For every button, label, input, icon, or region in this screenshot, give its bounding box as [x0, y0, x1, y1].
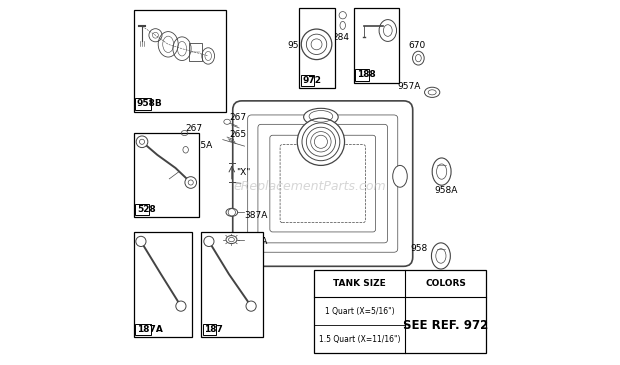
- Bar: [314, 270, 486, 353]
- Circle shape: [204, 236, 214, 246]
- Bar: [203, 324, 216, 335]
- Bar: [135, 98, 151, 110]
- Text: COLORS: COLORS: [425, 279, 466, 288]
- Circle shape: [136, 236, 146, 246]
- FancyBboxPatch shape: [232, 101, 413, 266]
- Circle shape: [306, 127, 335, 156]
- Text: eReplacementParts.com: eReplacementParts.com: [234, 180, 386, 193]
- Text: 972: 972: [303, 76, 321, 85]
- Ellipse shape: [432, 158, 451, 185]
- Ellipse shape: [425, 87, 440, 97]
- Text: 601: 601: [154, 291, 169, 300]
- Text: 265A: 265A: [189, 141, 212, 150]
- Circle shape: [136, 136, 148, 147]
- Text: 958B: 958B: [137, 99, 162, 108]
- Circle shape: [311, 132, 331, 152]
- Circle shape: [246, 301, 256, 311]
- Text: 601A: 601A: [164, 180, 184, 189]
- Bar: [301, 74, 314, 86]
- Circle shape: [314, 135, 327, 148]
- Text: 284: 284: [332, 32, 350, 42]
- Text: 601: 601: [223, 291, 238, 300]
- Ellipse shape: [432, 243, 450, 269]
- Ellipse shape: [412, 51, 424, 65]
- Text: 1.5 Quart (X=11/16"): 1.5 Quart (X=11/16"): [319, 335, 400, 344]
- Bar: [134, 10, 226, 112]
- Text: TANK SIZE: TANK SIZE: [333, 279, 386, 288]
- Ellipse shape: [226, 235, 237, 243]
- Circle shape: [301, 29, 332, 59]
- Bar: [134, 231, 192, 337]
- Text: 957: 957: [287, 41, 304, 50]
- Ellipse shape: [392, 165, 407, 187]
- Circle shape: [302, 123, 340, 161]
- Text: 265: 265: [229, 130, 246, 139]
- Text: 958A: 958A: [435, 186, 458, 195]
- Ellipse shape: [304, 108, 338, 126]
- Text: 957A: 957A: [397, 82, 420, 91]
- Text: SEE REF. 972: SEE REF. 972: [403, 319, 489, 332]
- Text: 187A: 187A: [137, 325, 163, 334]
- Text: "X": "X": [236, 168, 250, 177]
- Text: 387A: 387A: [244, 211, 268, 220]
- Text: 353A: 353A: [244, 237, 268, 246]
- Circle shape: [176, 301, 186, 311]
- Bar: [134, 134, 199, 217]
- Ellipse shape: [226, 208, 237, 216]
- Text: 267: 267: [229, 112, 246, 122]
- Bar: [299, 8, 335, 88]
- Bar: [135, 204, 149, 215]
- Text: 267: 267: [185, 124, 203, 133]
- Bar: [135, 324, 151, 335]
- Text: 528: 528: [137, 205, 156, 214]
- Circle shape: [185, 177, 197, 188]
- Text: 187: 187: [204, 325, 223, 334]
- Text: 1 Quart (X=5/16"): 1 Quart (X=5/16"): [325, 307, 394, 316]
- Bar: [355, 69, 368, 81]
- Text: 188: 188: [357, 70, 376, 79]
- Bar: [353, 8, 399, 82]
- Bar: [189, 43, 202, 61]
- Text: 670: 670: [409, 41, 426, 50]
- Circle shape: [297, 118, 345, 165]
- Text: 958: 958: [410, 244, 428, 253]
- Bar: [201, 231, 263, 337]
